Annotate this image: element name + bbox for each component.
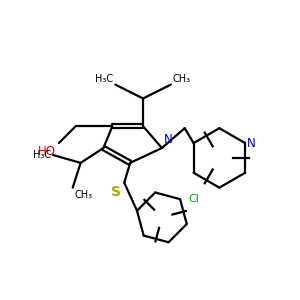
Text: Cl: Cl [188,194,199,204]
Text: S: S [111,185,121,199]
Text: HO: HO [38,145,56,158]
Text: H₃C: H₃C [95,74,113,84]
Text: H₃C: H₃C [33,150,51,160]
Text: CH₃: CH₃ [75,190,93,200]
Text: N: N [164,133,172,146]
Text: CH₃: CH₃ [173,74,191,84]
Text: N: N [247,136,256,150]
